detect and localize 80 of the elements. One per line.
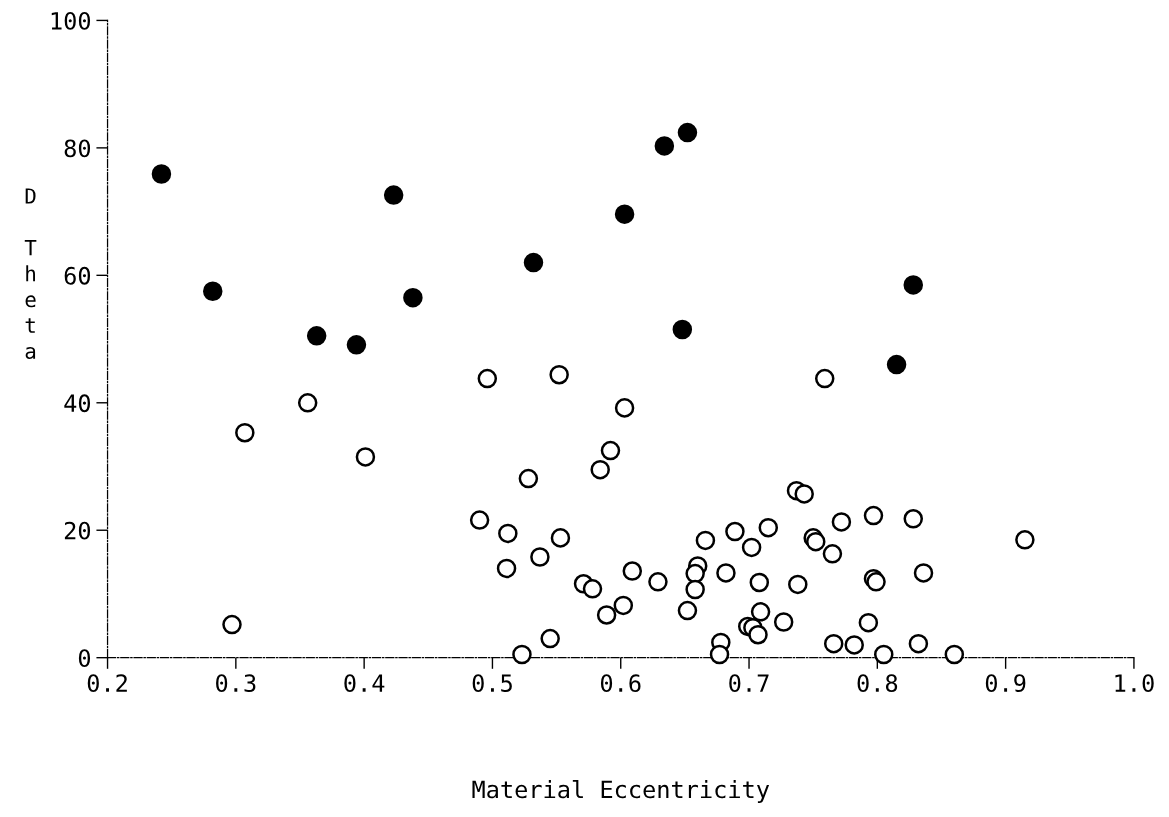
point bbox=[913, 563, 934, 583]
point bbox=[512, 644, 532, 665]
point bbox=[672, 319, 693, 340]
point bbox=[151, 164, 172, 184]
point bbox=[788, 574, 808, 595]
point bbox=[886, 354, 907, 375]
y-tick-label: 0 bbox=[78, 649, 91, 668]
point bbox=[814, 368, 835, 389]
point bbox=[749, 572, 770, 593]
point bbox=[614, 204, 635, 224]
point bbox=[823, 633, 844, 654]
point bbox=[903, 509, 924, 529]
point bbox=[518, 468, 539, 489]
x-tick-label: 0.5 bbox=[472, 674, 512, 693]
point bbox=[709, 644, 730, 665]
text: D Theta bbox=[24, 188, 37, 359]
point bbox=[549, 364, 569, 385]
x-tick-label: 0.7 bbox=[729, 674, 769, 693]
point bbox=[685, 579, 705, 600]
y-tick-label: 20 bbox=[64, 521, 91, 540]
point bbox=[600, 440, 621, 461]
point bbox=[582, 579, 603, 599]
point bbox=[758, 517, 779, 538]
point bbox=[540, 628, 560, 649]
point bbox=[831, 512, 852, 532]
point bbox=[498, 523, 518, 544]
point bbox=[596, 605, 617, 625]
y-tick-label: 60 bbox=[64, 266, 91, 285]
point bbox=[716, 563, 736, 583]
point bbox=[1015, 530, 1035, 550]
point bbox=[695, 530, 716, 551]
point bbox=[477, 368, 498, 389]
point bbox=[530, 547, 550, 567]
point bbox=[346, 335, 367, 355]
x-tick-label: 0.8 bbox=[857, 674, 898, 693]
point bbox=[773, 612, 794, 632]
point bbox=[235, 422, 255, 443]
point bbox=[614, 398, 635, 418]
point bbox=[622, 561, 643, 581]
point bbox=[944, 644, 965, 665]
point bbox=[203, 281, 223, 302]
x-tick-label: 0.3 bbox=[216, 674, 256, 693]
point bbox=[908, 633, 929, 654]
x-tick-label: 1.0 bbox=[1115, 674, 1154, 693]
point bbox=[822, 544, 843, 564]
point bbox=[741, 537, 762, 558]
point bbox=[613, 595, 634, 616]
point bbox=[858, 612, 879, 633]
y-tick-label: 40 bbox=[64, 394, 91, 413]
x-tick-label: 0.6 bbox=[600, 674, 641, 693]
point bbox=[403, 287, 423, 308]
point bbox=[654, 136, 675, 156]
point bbox=[383, 185, 404, 205]
point bbox=[685, 563, 705, 584]
point bbox=[648, 572, 668, 592]
point bbox=[496, 558, 517, 579]
x-tick-label: 0.9 bbox=[985, 674, 1026, 693]
point bbox=[523, 252, 544, 273]
point bbox=[306, 326, 327, 346]
point bbox=[550, 528, 571, 548]
point bbox=[469, 510, 490, 530]
point bbox=[297, 393, 318, 413]
point bbox=[677, 600, 698, 621]
point bbox=[748, 624, 768, 645]
point bbox=[590, 459, 610, 480]
x-tick-label: 0.4 bbox=[344, 674, 385, 693]
x-tick-label: 0.2 bbox=[87, 674, 127, 693]
point bbox=[903, 275, 924, 295]
point bbox=[844, 635, 864, 655]
y-tick-label: 100 bbox=[51, 11, 91, 30]
point bbox=[355, 447, 376, 467]
x-axis-title: Material Eccentricity bbox=[472, 779, 770, 803]
point bbox=[794, 484, 814, 504]
point bbox=[222, 614, 242, 635]
point bbox=[725, 521, 745, 542]
point bbox=[873, 644, 894, 665]
point bbox=[677, 122, 698, 143]
y-tick-label: 80 bbox=[64, 139, 91, 158]
point bbox=[863, 505, 884, 526]
point bbox=[750, 602, 771, 622]
